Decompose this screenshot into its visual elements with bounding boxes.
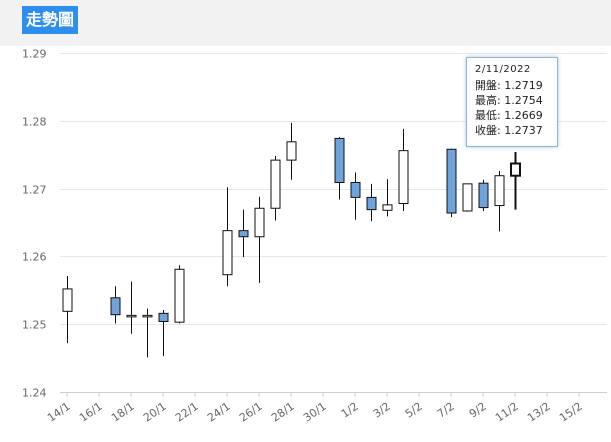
- chart-header: 走勢圖: [0, 0, 611, 46]
- x-tick-label: 5/2: [403, 400, 425, 421]
- candle-body[interactable]: [126, 314, 137, 318]
- candle-body[interactable]: [494, 175, 505, 207]
- y-tick-label: 1.24: [22, 387, 47, 400]
- x-tick-label: 13/2: [525, 400, 553, 425]
- candle-body[interactable]: [382, 204, 393, 211]
- candle-body[interactable]: [366, 196, 377, 211]
- x-tick-label: 18/1: [109, 400, 137, 425]
- y-tick-label: 1.26: [22, 251, 47, 264]
- x-tick-label: 3/2: [371, 400, 393, 421]
- candle-body[interactable]: [446, 148, 457, 214]
- tooltip-low: 最低: 1.2669: [475, 109, 543, 122]
- y-tick-label: 1.25: [22, 319, 47, 332]
- y-tick-label: 1.27: [22, 184, 47, 197]
- x-tick-label: 1/2: [339, 400, 361, 421]
- x-tick-label: 7/2: [435, 400, 457, 421]
- x-tick-label: 24/1: [205, 400, 233, 425]
- candle-body[interactable]: [398, 150, 409, 205]
- candle-body[interactable]: [350, 181, 361, 198]
- tooltip-close: 收盤: 1.2737: [475, 124, 543, 137]
- tooltip-high: 最高: 1.2754: [475, 94, 543, 107]
- candle-body[interactable]: [174, 268, 185, 323]
- candle-body[interactable]: [142, 314, 153, 318]
- x-tick-label: 28/1: [269, 400, 297, 425]
- candle-body[interactable]: [222, 230, 233, 276]
- x-tick-label: 20/1: [141, 400, 169, 425]
- y-tick-label: 1.29: [22, 48, 47, 61]
- candle-body[interactable]: [510, 162, 521, 177]
- x-tick-label: 9/2: [467, 400, 489, 421]
- x-tick-label: 14/1: [45, 400, 73, 425]
- x-tick-label: 22/1: [173, 400, 201, 425]
- x-tick-label: 26/1: [237, 400, 265, 425]
- candle-body[interactable]: [62, 288, 73, 312]
- candle-body[interactable]: [254, 207, 265, 238]
- y-tick-label: 1.28: [22, 116, 47, 129]
- x-tick-label: 15/2: [557, 400, 585, 425]
- ohlc-tooltip: 2/11/2022 開盤: 1.2719 最高: 1.2754 最低: 1.26…: [466, 57, 558, 147]
- x-tick-label: 30/1: [301, 400, 329, 425]
- x-tick-label: 11/2: [493, 400, 521, 425]
- chart-title-tag: 走勢圖: [22, 6, 79, 34]
- candle-body[interactable]: [334, 137, 345, 183]
- candle-body[interactable]: [158, 312, 169, 322]
- tooltip-open: 開盤: 1.2719: [475, 79, 543, 92]
- x-tick-label: 16/1: [77, 400, 105, 425]
- candle-body[interactable]: [238, 230, 249, 238]
- tooltip-date: 2/11/2022: [475, 64, 531, 75]
- candle-body[interactable]: [110, 297, 121, 316]
- candle-body[interactable]: [270, 159, 281, 209]
- candle-body[interactable]: [286, 141, 297, 161]
- candle-body[interactable]: [478, 182, 489, 209]
- candle-body[interactable]: [462, 183, 473, 212]
